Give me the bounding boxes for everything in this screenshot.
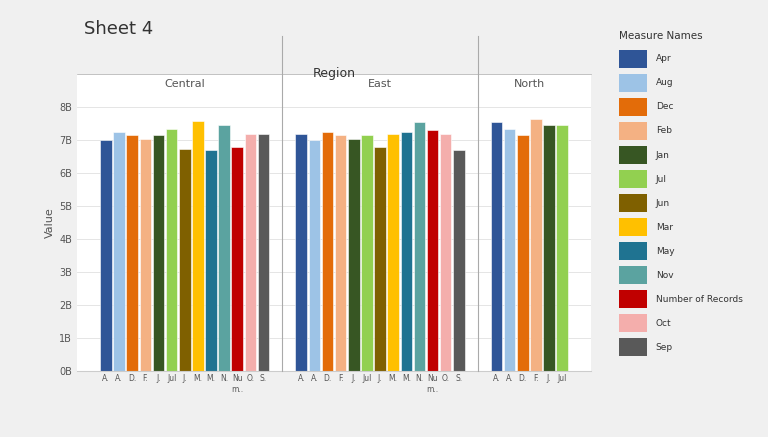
Text: Jan: Jan [656, 150, 670, 160]
Bar [231, 147, 243, 371]
Bar [179, 149, 190, 371]
Bar [543, 125, 554, 371]
Text: Feb: Feb [656, 126, 672, 135]
Bar [335, 135, 346, 371]
Bar [619, 314, 647, 332]
Bar [387, 134, 399, 371]
Text: Measure Names: Measure Names [619, 31, 703, 41]
Text: Number of Records: Number of Records [656, 295, 743, 304]
Bar [427, 130, 439, 371]
Text: Nov: Nov [656, 271, 674, 280]
Bar [530, 119, 541, 371]
Text: Apr: Apr [656, 55, 671, 63]
Bar [619, 218, 647, 236]
Bar [361, 135, 372, 371]
Text: East: East [368, 79, 392, 89]
Bar [619, 266, 647, 284]
Bar [619, 338, 647, 356]
Bar [517, 135, 528, 371]
Bar [619, 122, 647, 140]
Bar [401, 132, 412, 371]
Bar [619, 74, 647, 92]
Text: North: North [514, 79, 545, 89]
Bar [557, 125, 568, 371]
Bar [619, 98, 647, 116]
Bar [258, 134, 270, 371]
Text: Region: Region [313, 67, 356, 80]
Bar [348, 139, 359, 371]
Bar [192, 121, 204, 371]
Bar [244, 134, 257, 371]
Text: Dec: Dec [656, 103, 674, 111]
Bar [205, 150, 217, 371]
Bar [491, 122, 502, 371]
Bar [619, 290, 647, 308]
Bar [114, 132, 125, 371]
Bar [296, 134, 307, 371]
Bar [619, 242, 647, 260]
Text: Oct: Oct [656, 319, 671, 327]
Text: Sep: Sep [656, 343, 673, 351]
Bar [140, 139, 151, 371]
Bar [153, 135, 164, 371]
Bar [100, 140, 111, 371]
Text: Sheet 4: Sheet 4 [84, 20, 154, 38]
Text: Mar: Mar [656, 222, 673, 232]
Text: Jun: Jun [656, 198, 670, 208]
Bar [440, 134, 452, 371]
Bar [619, 194, 647, 212]
Bar [166, 129, 177, 371]
Bar [619, 170, 647, 188]
Y-axis label: Value: Value [45, 208, 55, 238]
Bar [619, 50, 647, 68]
Bar [453, 150, 465, 371]
Text: Jul: Jul [656, 174, 667, 184]
Bar [504, 129, 515, 371]
Bar [374, 147, 386, 371]
Bar [127, 135, 138, 371]
Bar [619, 146, 647, 164]
Bar [309, 140, 320, 371]
Bar [218, 125, 230, 371]
Text: Aug: Aug [656, 79, 674, 87]
Text: May: May [656, 246, 674, 256]
Bar [322, 132, 333, 371]
Bar [414, 122, 425, 371]
Text: Central: Central [164, 79, 205, 89]
